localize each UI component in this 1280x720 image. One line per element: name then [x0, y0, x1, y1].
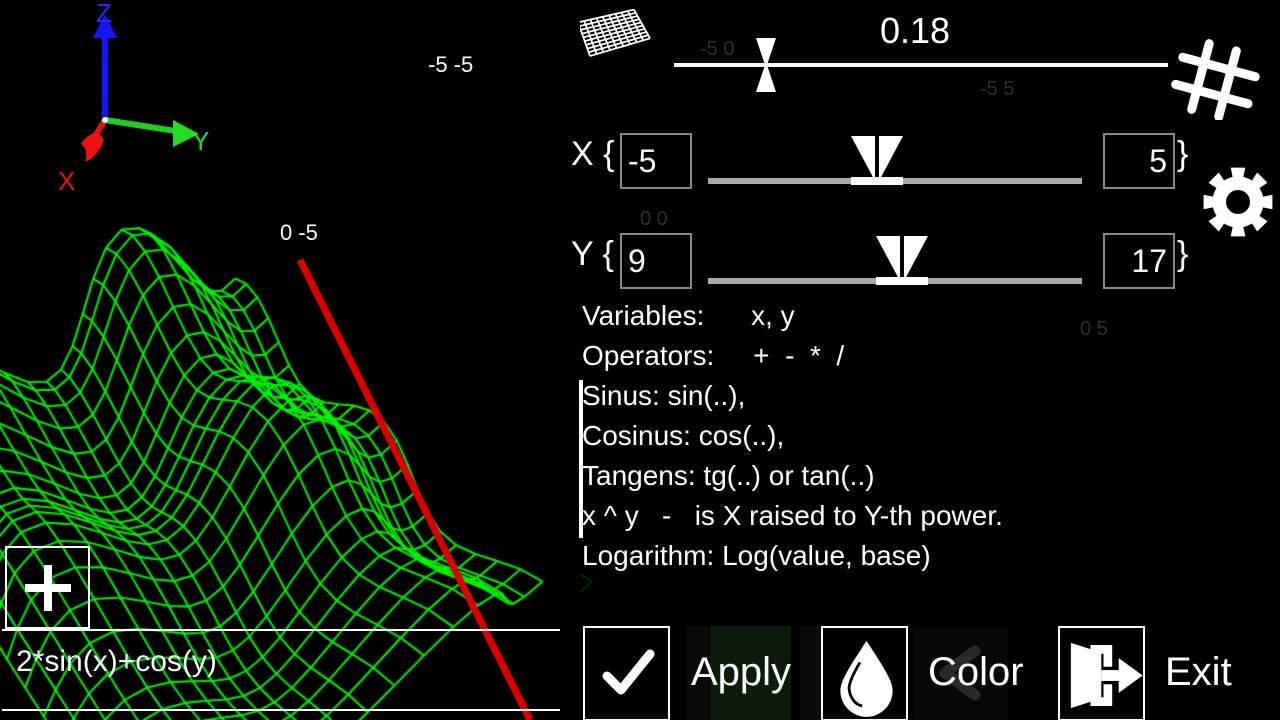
- svg-text:Z: Z: [96, 0, 112, 28]
- svg-text:X: X: [58, 166, 75, 196]
- svg-text:0 -5: 0 -5: [280, 220, 318, 245]
- svg-text:0 5: 0 5: [1080, 318, 1108, 340]
- svg-text:0 0: 0 0: [640, 208, 668, 230]
- svg-text:Y: Y: [192, 126, 209, 156]
- svg-text:-5 -5: -5 -5: [428, 52, 473, 77]
